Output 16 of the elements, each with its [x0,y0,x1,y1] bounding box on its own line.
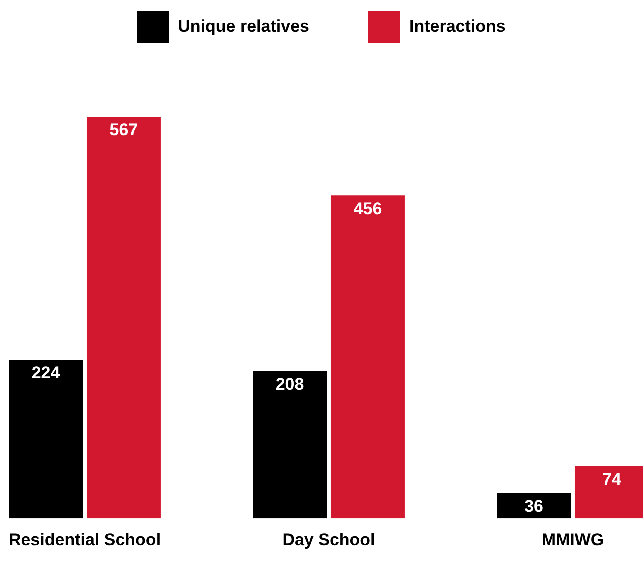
bar [9,360,84,519]
bar [330,196,405,519]
legend-label: Unique relatives [178,17,310,37]
legend-label: Interactions [409,17,506,37]
x-tick-label: Day School [282,530,376,550]
bar [497,493,572,519]
bar [253,371,328,519]
data-label: 224 [32,364,61,383]
x-tick-label: Residential School [8,530,162,550]
x-tick-label: MMIWG [542,530,604,550]
data-label: 36 [524,496,544,516]
data-label: 208 [276,374,304,394]
data-label: 74 [602,470,622,489]
data-label: 567 [110,120,138,140]
bar [86,117,161,519]
data-label: 456 [354,199,382,218]
